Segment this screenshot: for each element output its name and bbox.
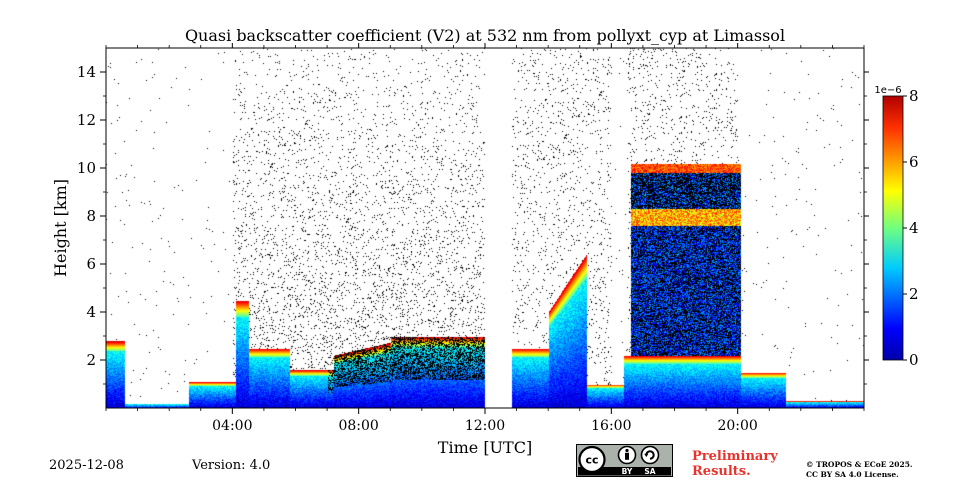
- colorbar-tick-label: 8: [909, 87, 919, 105]
- x-tick-label: 04:00: [212, 418, 252, 434]
- plot-area: [105, 47, 865, 409]
- preliminary-line-2: Results.: [692, 464, 751, 479]
- x-tick-label: 12:00: [465, 418, 505, 434]
- y-tick-label: 12: [77, 111, 96, 129]
- y-axis-label: Height [km]: [51, 179, 70, 277]
- x-tick-label: 20:00: [717, 418, 757, 434]
- colorbar-tick-label: 2: [909, 285, 919, 303]
- cc-license-badge[interactable]: cc BY SA: [576, 444, 673, 477]
- copyright-line-2: CC BY SA 4.0 License.: [806, 470, 899, 479]
- colorbar-ticks: 0 2 4 6 8: [903, 87, 919, 369]
- y-axis: 2 4 6 8 10 12 14: [77, 63, 869, 385]
- y-tick-label: 6: [86, 255, 96, 273]
- y-tick-label: 2: [86, 351, 96, 369]
- by-label: BY: [622, 467, 633, 476]
- y-tick-label: 14: [77, 63, 96, 81]
- date-label: 2025-12-08: [49, 458, 124, 473]
- x-tick-label: 16:00: [591, 418, 631, 434]
- colorbar-tick-label: 0: [909, 351, 919, 369]
- y-tick-label: 4: [86, 303, 96, 321]
- sa-share-icon: [640, 445, 660, 465]
- chart-title: Quasi backscatter coefficient (V2) at 53…: [185, 26, 785, 45]
- colorbar: 1e−6 0 2 4 6 8: [874, 85, 918, 369]
- x-axis-label: Time [UTC]: [438, 438, 532, 457]
- version-label: Version: 4.0: [192, 458, 271, 473]
- sa-label: SA: [644, 467, 655, 476]
- cc-icon: [578, 445, 606, 474]
- backscatter-heatmap: [106, 48, 864, 408]
- x-tick-label: 08:00: [338, 418, 378, 434]
- x-axis: 04:00 08:00 12:00 16:00 20:00: [105, 43, 865, 434]
- preliminary-results-note: Preliminary Results.: [692, 449, 778, 479]
- colorbar-tick-label: 6: [909, 153, 919, 171]
- cc-icon-text: cc: [585, 454, 598, 467]
- colorbar-scale-label: 1e−6: [874, 85, 901, 96]
- colorbar-tick-label: 4: [909, 219, 919, 237]
- copyright-line-1: © TROPOS & ECoE 2025.: [806, 460, 913, 469]
- y-tick-label: 8: [86, 207, 96, 225]
- y-tick-label: 10: [77, 159, 96, 177]
- preliminary-line-1: Preliminary: [692, 449, 778, 464]
- colorbar-gradient: [882, 95, 904, 361]
- copyright-note: © TROPOS & ECoE 2025. CC BY SA 4.0 Licen…: [806, 460, 913, 480]
